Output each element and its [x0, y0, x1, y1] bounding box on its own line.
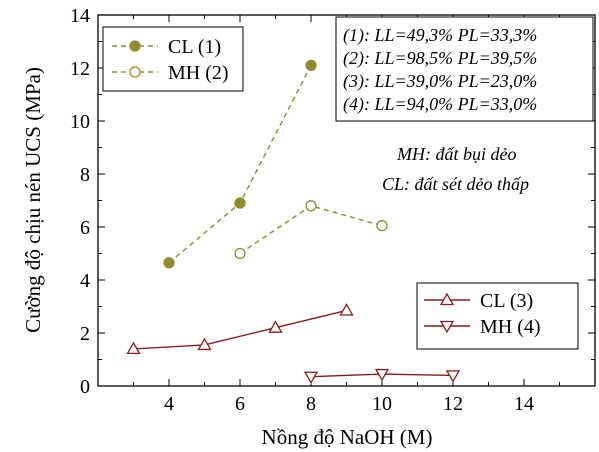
legend-marker: [439, 292, 455, 306]
legend-bottom-right: CL (3) MH (4): [416, 282, 579, 350]
data-point: [339, 303, 354, 316]
y-tick-label: 14: [70, 5, 90, 27]
x-axis-title: Nồng độ NaOH (M): [262, 425, 433, 449]
legend-top-left-box: [102, 26, 244, 92]
legend-bottom-right-box: [416, 282, 579, 350]
y-tick-label: 10: [70, 111, 90, 133]
legend-bottom-right-entries: CL (3) MH (4): [424, 290, 541, 338]
limits-line-2: (2): LL=98,5% PL=39,5%: [343, 48, 537, 69]
data-point: [303, 371, 319, 385]
limits-line-4: (4): LL=94,0% PL=33,0%: [343, 94, 537, 115]
limits-annotation: (1): LL=49,3% PL=33,3% (2): LL=98,5% PL=…: [335, 16, 594, 122]
legend-label: MH (2): [168, 62, 229, 84]
legend-label: MH (4): [480, 316, 541, 338]
y-tick-label: 0: [80, 376, 90, 398]
data-point: [445, 370, 461, 383]
legend-marker: [129, 66, 141, 78]
y-tick-label: 8: [80, 164, 90, 186]
series-4: [303, 368, 461, 385]
note-mh: MH: đất bụi dẻo: [396, 144, 516, 164]
y-tick-label: 4: [80, 270, 90, 292]
data-point: [374, 368, 390, 382]
x-tick-label: 8: [306, 393, 316, 415]
limits-annotation-box: [335, 16, 594, 122]
y-axis-title: Cường độ chịu nén UCS (MPa): [21, 67, 45, 333]
limits-line-3: (3): LL=39,0% PL=23,0%: [343, 71, 537, 92]
series-line: [133, 309, 347, 350]
data-point: [163, 257, 175, 269]
series-line: [168, 65, 312, 264]
legend-top-left-entries: CL (1) MH (2): [112, 36, 229, 84]
y-tick-label: 2: [80, 323, 90, 345]
data-point: [234, 197, 246, 209]
x-tick-label: 10: [372, 393, 392, 415]
y-tick-label: 6: [80, 217, 90, 239]
series-line: [239, 205, 383, 255]
data-point: [305, 200, 317, 212]
limits-line-1: (1): LL=49,3% PL=33,3%: [343, 25, 537, 46]
legend-label: CL (3): [480, 290, 533, 312]
series-3: [126, 303, 354, 355]
legend-label: CL (1): [168, 36, 221, 58]
data-point: [268, 320, 283, 333]
x-tick-label: 6: [235, 393, 245, 415]
data-point: [305, 59, 317, 71]
series-2: [234, 200, 388, 260]
data-point: [234, 247, 246, 260]
x-tick-label: 12: [443, 393, 463, 415]
series-layer: [126, 59, 461, 385]
legend-top-left: CL (1) MH (2): [102, 26, 244, 92]
data-point: [376, 220, 388, 232]
note-cl: CL: đất sét dẻo thấp: [382, 174, 529, 194]
data-point: [126, 341, 141, 355]
data-point: [197, 337, 212, 351]
series-1: [163, 59, 317, 269]
x-tick-label: 4: [164, 393, 174, 415]
y-tick-label: 12: [70, 58, 90, 80]
legend-marker: [439, 320, 455, 334]
x-tick-label: 14: [514, 393, 534, 415]
legend-marker: [129, 40, 141, 52]
